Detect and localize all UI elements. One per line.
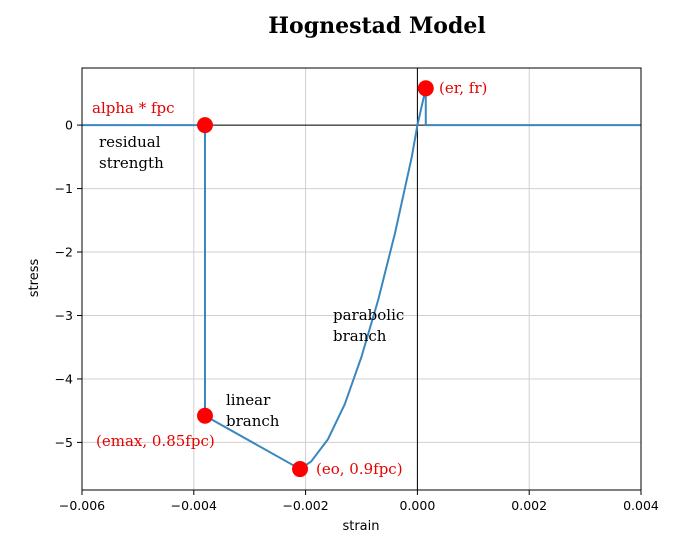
data-point-marker [292,461,309,478]
annotation-residual-line2: strength [99,154,164,172]
x-tick-label: −0.002 [282,498,328,513]
data-point-marker [417,80,434,97]
data-point-marker [196,117,213,134]
plot-frame [81,67,642,491]
y-axis-label: stress [27,259,42,298]
x-axis-ticks: −0.006 −0.004 −0.002 0.000 0.002 0.004 [59,490,659,513]
x-tick-label: −0.004 [171,498,217,513]
y-tick-label: 0 [65,118,73,133]
y-axis-ticks: 0 −1 −2 −3 −4 −5 [55,118,82,450]
markers-layer [196,80,434,478]
grid [81,68,642,490]
annotation-alpha-fpc: alpha * fpc [92,99,175,117]
annotation-linear-line1: linear [226,391,271,409]
annotation-emax: (emax, 0.85fpc) [96,432,215,450]
y-tick-label: −3 [55,308,73,323]
annotation-parabolic-line1: parabolic [333,306,404,324]
reference-lines [82,68,641,490]
x-tick-label: 0.002 [511,498,547,513]
annotation-er-fr: (er, fr) [439,79,487,97]
annotation-linear-line2: branch [226,412,280,430]
y-tick-label: −5 [55,435,73,450]
y-tick-label: −4 [55,371,73,386]
chart-title: Hognestad Model [268,13,485,39]
x-axis-label: strain [342,519,379,534]
data-point-marker [196,407,213,424]
y-tick-label: −1 [55,181,73,196]
annotation-eo: (eo, 0.9fpc) [316,460,403,478]
annotation-parabolic-line2: branch [333,327,387,345]
x-tick-label: 0.000 [400,498,436,513]
series-layer [82,87,641,471]
annotation-residual-line1: residual [99,133,161,151]
x-tick-label: −0.006 [59,498,105,513]
x-tick-label: 0.004 [623,498,659,513]
y-tick-label: −2 [55,245,73,260]
stress-strain-line [82,87,641,471]
